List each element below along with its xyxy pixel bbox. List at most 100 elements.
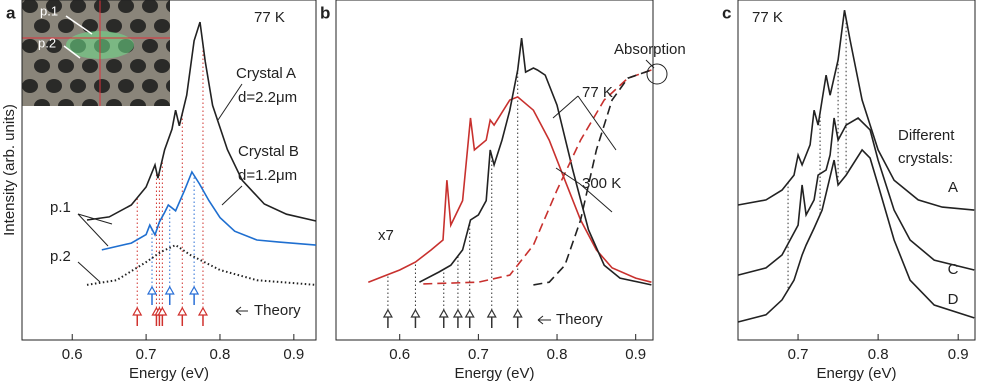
spectrum-line [86,243,317,286]
spectrum-line [419,38,652,286]
inset-hole [82,59,98,73]
inset-hole [34,19,50,33]
inset-hole [142,39,158,53]
inset-hole [70,79,86,93]
annotation: 77 K [582,84,613,101]
leader-line [577,95,617,151]
inset-hole [58,19,74,33]
plot-frame [335,0,654,341]
inset-hole [70,0,86,13]
leader-line [552,95,579,119]
series-label: C [948,261,959,278]
annotation: x7 [378,227,394,244]
inset-pointer [65,15,93,35]
x-tick-label: 0.6 [62,346,83,363]
leader-line [77,261,101,283]
annotation: Theory [556,311,603,328]
inset-hole [58,99,74,106]
inset-hole [94,79,110,93]
leader-line [235,310,242,316]
theory-arrowhead [164,285,175,295]
leader-line [537,319,544,325]
leader-line [537,315,544,321]
inset [22,0,170,106]
annotation: 77 K [254,9,285,26]
inset-hole [106,59,122,73]
annotation: 300 K [582,175,621,192]
x-tick-label: 0.7 [136,346,157,363]
spectrum-line [533,69,652,286]
annotation: p.1 [50,199,71,216]
x-tick-label: 0.9 [625,346,646,363]
inset-hole [94,0,110,13]
inset-hole [130,19,146,33]
theory-arrowhead [486,308,497,318]
x-tick-label: 0.8 [210,346,231,363]
x-axis-label: Energy (eV) [129,365,209,382]
annotation: 77 K [752,9,783,26]
x-tick-label: 0.7 [468,346,489,363]
inset-hole [46,39,62,53]
x-tick-label: 0.9 [283,346,304,363]
panel-label: c [722,3,731,22]
inset-hole [82,19,98,33]
inset-hole [142,79,158,93]
inset-hole [142,0,158,13]
inset-hole [46,0,62,13]
inset-hole [130,99,146,106]
x-tick-label: 0.7 [788,346,809,363]
inset-hole [22,39,38,53]
theory-arrowhead [464,308,475,318]
leader-line [77,213,113,225]
spectrum-line [737,116,975,276]
theory-arrowhead [177,306,188,316]
annotation: p.2 [50,248,71,265]
leader-line [235,306,242,312]
plot-frame [21,0,317,341]
theory-arrowhead [382,308,393,318]
x-tick-label: 0.6 [389,346,410,363]
annotation: d=2.2μm [238,89,297,106]
spectrum-line [86,21,317,222]
inset-hole [34,59,50,73]
theory-arrowhead [157,306,168,316]
theory-arrowhead [410,308,421,318]
series-label: D [948,291,959,308]
inset-hole [166,0,170,13]
inset-hole [166,39,170,53]
inset-hole [106,19,122,33]
inset-hole [22,79,38,93]
inset-pointer [63,45,81,59]
annotation: Theory [254,302,301,319]
leader-line [579,183,613,213]
theory-arrowhead [512,308,523,318]
leader-line [77,213,109,247]
leader-line [645,59,655,69]
inset-hole [154,59,170,73]
y-axis-label: Intensity (arb. units) [1,104,18,236]
x-tick-label: 0.8 [547,346,568,363]
theory-arrowhead [452,308,463,318]
series-label: A [948,179,958,196]
spectrum-line [423,69,652,285]
x-axis-label: Energy (eV) [454,365,534,382]
annotation: Absorption [614,41,686,58]
inset-label: p.2 [38,35,56,50]
inset-hole [106,99,122,106]
spectrum-line [737,10,975,211]
inset-hole [34,99,50,106]
x-axis-label: Energy (eV) [816,365,896,382]
inset-hole [130,59,146,73]
theory-arrowhead [197,306,209,316]
panel-label: b [320,3,330,22]
absorption-marker [646,63,668,85]
inset-hole [118,79,134,93]
leader-line [555,167,581,185]
inset-hole [166,79,170,93]
annotation: d=1.2μm [238,167,297,184]
x-tick-label: 0.9 [948,346,969,363]
inset-hole [154,99,170,106]
theory-arrowhead [438,308,449,318]
